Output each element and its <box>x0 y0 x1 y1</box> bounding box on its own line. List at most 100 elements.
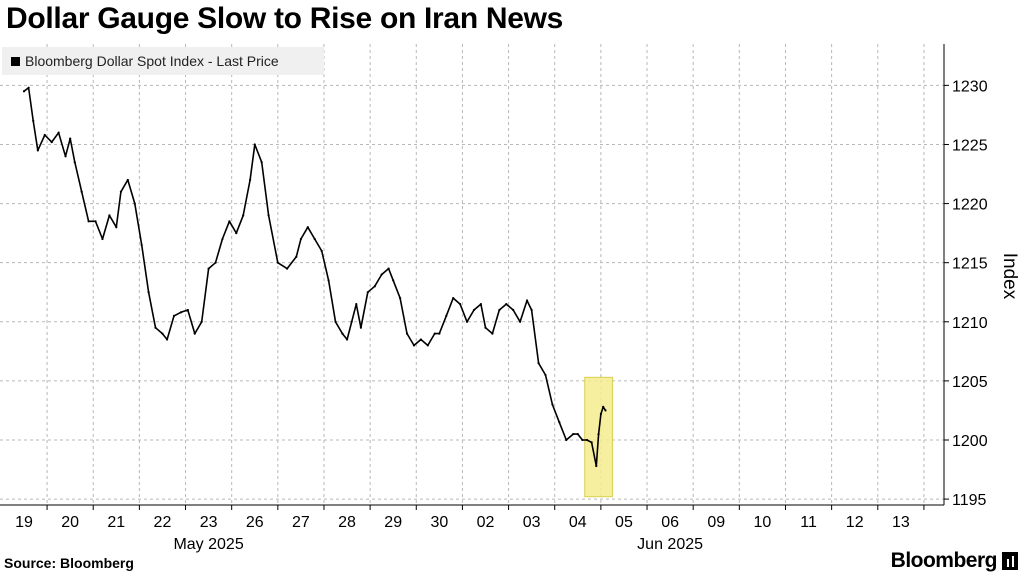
data-point <box>345 338 349 341</box>
x-tick-label: 12 <box>846 514 864 531</box>
data-point <box>412 344 416 347</box>
data-point <box>249 178 252 182</box>
data-point <box>472 308 476 312</box>
x-tick-label: 05 <box>615 514 633 531</box>
data-point <box>334 320 337 323</box>
data-point <box>350 320 353 323</box>
data-point <box>147 291 150 294</box>
data-point <box>119 190 123 193</box>
source-note: Source: Bloomberg <box>4 555 134 571</box>
data-point <box>161 332 164 335</box>
data-point <box>320 249 323 252</box>
data-point <box>299 237 302 241</box>
data-point <box>253 143 256 146</box>
data-point <box>57 131 60 134</box>
data-point <box>108 214 111 217</box>
data-point <box>87 220 90 223</box>
data-point <box>597 432 600 436</box>
data-point <box>94 220 97 223</box>
x-tick-label: 11 <box>800 514 817 531</box>
y-axis-title: Index <box>999 253 1020 300</box>
data-point <box>479 302 482 306</box>
data-point <box>459 302 462 306</box>
y-tick-label: 1230 <box>952 78 988 95</box>
data-point <box>595 464 598 468</box>
y-tick-label: 1195 <box>952 492 987 509</box>
data-point <box>426 344 429 347</box>
data-point <box>399 297 402 300</box>
data-point <box>512 308 515 312</box>
data-point <box>221 237 224 241</box>
data-point <box>140 243 143 247</box>
data-point <box>313 237 316 241</box>
data-point <box>602 405 605 408</box>
x-tick-label: 06 <box>661 514 679 531</box>
data-point <box>380 273 383 276</box>
data-point <box>27 86 30 89</box>
x-tick-label: 20 <box>61 514 79 531</box>
data-point <box>373 285 376 288</box>
data-point <box>525 299 529 302</box>
data-point <box>126 178 129 182</box>
data-point <box>306 226 309 229</box>
data-point <box>69 137 72 140</box>
x-tick-label: 29 <box>384 514 402 531</box>
data-point <box>36 149 39 152</box>
data-point <box>80 190 83 193</box>
y-tick-label: 1220 <box>952 197 988 214</box>
data-point <box>419 338 422 341</box>
data-point <box>285 267 289 270</box>
data-point <box>179 311 183 314</box>
data-point <box>519 320 522 323</box>
data-point <box>200 320 203 323</box>
data-point <box>433 332 436 335</box>
data-point <box>355 302 358 306</box>
x-tick-label: 27 <box>292 514 310 531</box>
data-point <box>73 161 76 164</box>
data-point <box>341 332 344 335</box>
chart-title: Dollar Gauge Slow to Rise on Iran News <box>6 2 564 35</box>
legend-label: Bloomberg Dollar Spot Index - Last Price <box>25 53 279 69</box>
data-point <box>327 279 330 282</box>
x-tick-label: 28 <box>338 514 356 531</box>
x-tick-label: 10 <box>754 514 772 531</box>
x-month-label: May 2025 <box>173 536 243 553</box>
data-point <box>505 302 508 306</box>
y-tick-label: 1200 <box>952 433 988 450</box>
x-month-label: Jun 2025 <box>637 536 703 553</box>
data-point <box>193 332 196 335</box>
data-point <box>387 267 390 270</box>
bloomberg-mark-icon <box>1002 552 1018 570</box>
data-point <box>604 409 607 412</box>
data-point <box>576 432 579 436</box>
data-point <box>32 119 35 122</box>
data-point <box>50 141 53 144</box>
x-tick-label: 21 <box>107 514 125 531</box>
data-point <box>115 226 118 229</box>
data-point <box>438 332 441 335</box>
data-point <box>366 291 369 294</box>
data-point <box>359 326 362 329</box>
x-tick-label: 19 <box>15 514 33 531</box>
data-point <box>530 308 533 312</box>
data-point <box>544 373 547 377</box>
series-layer <box>22 86 607 468</box>
data-point <box>484 326 487 329</box>
y-tick-label: 1210 <box>952 315 988 332</box>
data-point <box>242 214 245 217</box>
data-point <box>581 438 584 442</box>
data-point <box>154 326 157 329</box>
data-point <box>165 338 169 341</box>
data-point <box>599 412 602 416</box>
data-point <box>572 432 575 436</box>
series-line <box>23 86 607 467</box>
data-point <box>491 332 494 335</box>
data-point <box>590 441 593 444</box>
y-tick-label: 1215 <box>952 256 988 273</box>
data-point <box>64 155 67 158</box>
data-point <box>43 133 46 137</box>
legend-swatch <box>11 56 20 66</box>
legend: Bloomberg Dollar Spot Index - Last Price <box>2 47 324 75</box>
